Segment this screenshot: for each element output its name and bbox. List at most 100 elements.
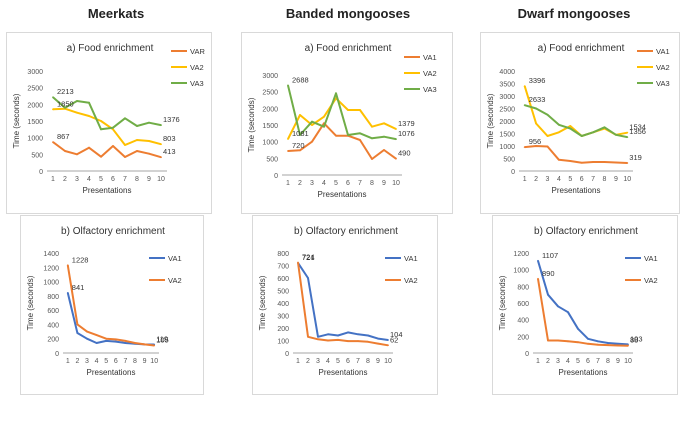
data-point xyxy=(347,134,349,136)
x-tick-label: 1 xyxy=(66,358,70,365)
y-tick-label: 0 xyxy=(55,351,59,358)
data-point xyxy=(547,339,549,342)
data-point xyxy=(52,96,54,99)
chart-title: a) Food enrichment xyxy=(305,43,392,54)
data-point xyxy=(569,160,572,162)
data-label: 119 xyxy=(156,335,168,344)
x-tick-label: 3 xyxy=(310,180,314,187)
y-tick-label: 1000 xyxy=(43,280,59,287)
x-tick-label: 5 xyxy=(336,358,340,365)
data-point xyxy=(546,113,549,116)
x-tick-label: 4 xyxy=(87,176,91,183)
data-label: 841 xyxy=(72,283,85,292)
y-tick-label: 600 xyxy=(47,308,59,315)
chart-title: a) Food enrichment xyxy=(538,43,625,54)
data-point xyxy=(124,342,127,344)
data-label: 890 xyxy=(542,269,555,278)
data-point xyxy=(617,342,619,345)
legend-label: VA3 xyxy=(423,85,437,94)
y-tick-label: 0 xyxy=(274,173,278,180)
x-tick-label: 7 xyxy=(356,358,360,365)
chart-svg: a) Food enrichment 0 500 1000 1500 2000 2500 30… xyxy=(12,43,205,195)
chart-meerkats-olfactory: b) Olfactory enrichment 0 200 400 600 800 1000… xyxy=(20,215,204,395)
x-tick-label: 1 xyxy=(536,358,540,365)
data-point xyxy=(580,135,583,137)
data-point xyxy=(395,128,397,130)
data-label: 867 xyxy=(57,132,70,141)
data-label: 724 xyxy=(302,253,315,262)
data-point xyxy=(124,156,126,158)
data-point xyxy=(359,132,361,135)
data-point xyxy=(114,340,117,343)
y-tick-label: 200 xyxy=(277,326,289,333)
data-point xyxy=(335,92,337,95)
data-point xyxy=(124,144,126,146)
data-point xyxy=(299,114,301,116)
data-point xyxy=(357,340,359,343)
data-point xyxy=(597,340,599,343)
data-label: 1534 xyxy=(629,123,646,132)
x-tick-label: 2 xyxy=(306,358,310,365)
y-tick-label: 1500 xyxy=(27,119,43,126)
y-tick-label: 1200 xyxy=(43,265,59,272)
legend-label: VA1 xyxy=(644,254,658,263)
data-label: 1076 xyxy=(398,129,415,138)
data-point xyxy=(523,146,526,148)
y-tick-label: 500 xyxy=(266,156,278,163)
data-point xyxy=(287,150,289,152)
data-label: 490 xyxy=(398,149,411,158)
data-label: 1228 xyxy=(72,255,89,264)
x-tick-label: 10 xyxy=(623,176,631,183)
data-point xyxy=(337,334,339,337)
data-point xyxy=(66,292,69,294)
data-point xyxy=(592,131,594,134)
y-tick-label: 0 xyxy=(511,169,515,176)
legend-label: VA3 xyxy=(656,79,670,88)
data-point xyxy=(76,153,78,156)
x-tick-label: 3 xyxy=(546,176,550,183)
data-point xyxy=(134,342,136,344)
data-point xyxy=(537,277,539,280)
data-point xyxy=(371,158,373,160)
legend-label: VA1 xyxy=(656,47,670,56)
y-tick-label: 3500 xyxy=(499,82,515,89)
data-label: 803 xyxy=(163,134,176,143)
data-point xyxy=(387,339,389,341)
series-line-va1 xyxy=(524,145,628,164)
y-tick-label: 1500 xyxy=(499,132,515,139)
x-tick-label: 9 xyxy=(376,358,380,365)
y-tick-label: 3000 xyxy=(499,94,515,101)
data-label: 1356 xyxy=(629,127,646,136)
data-point xyxy=(112,128,114,131)
x-tick-label: 4 xyxy=(95,358,99,365)
series-line-var xyxy=(52,141,162,159)
legend-label: VAR xyxy=(190,47,205,56)
legend-label: VA1 xyxy=(404,254,418,263)
data-point xyxy=(114,338,117,341)
y-tick-label: 0 xyxy=(525,351,529,358)
data-label: 956 xyxy=(529,137,542,146)
data-point xyxy=(88,115,90,117)
data-label: 2688 xyxy=(292,75,309,84)
series-line-va3 xyxy=(287,85,397,141)
data-point xyxy=(335,134,337,137)
x-tick-label: 8 xyxy=(603,176,607,183)
x-axis-title: Presentations xyxy=(319,368,368,377)
chart-svg: b) Olfactory enrichment 0 200 400 600 800 1000… xyxy=(498,226,658,377)
x-tick-label: 8 xyxy=(135,176,139,183)
data-point xyxy=(299,134,301,136)
x-tick-label: 9 xyxy=(147,176,151,183)
data-point xyxy=(148,152,150,155)
chart-banded-olfactory: b) Olfactory enrichment 0 100 200 300 400 500 6… xyxy=(252,215,438,395)
x-tick-label: 1 xyxy=(51,176,55,183)
x-tick-label: 6 xyxy=(346,180,350,187)
x-tick-label: 4 xyxy=(326,358,330,365)
data-point xyxy=(357,333,359,336)
x-tick-label: 7 xyxy=(358,180,362,187)
x-tick-label: 7 xyxy=(591,176,595,183)
data-label: 88 xyxy=(630,336,638,345)
data-point xyxy=(377,337,379,340)
data-point xyxy=(395,157,397,160)
legend-label: VA3 xyxy=(190,79,204,88)
column-title-banded-mongooses: Banded mongooses xyxy=(285,6,411,21)
